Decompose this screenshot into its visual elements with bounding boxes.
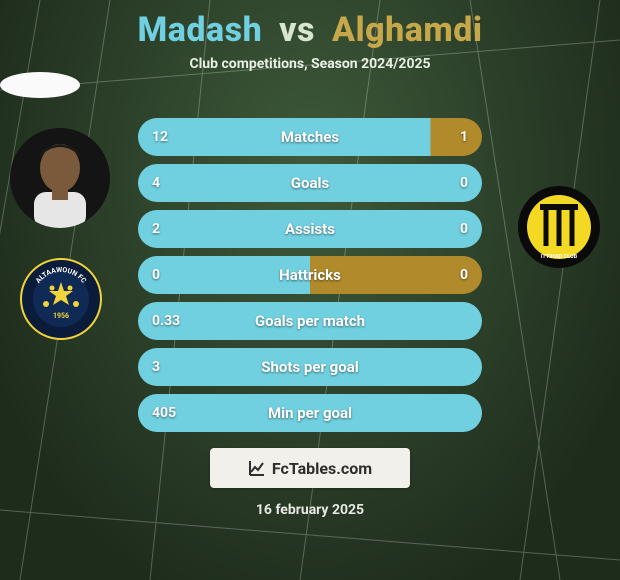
stat-left-value: 12	[152, 129, 168, 145]
stat-left-value: 0	[152, 267, 160, 283]
stats-list: 12 Matches 1 4 Goals 0 2 Assists 0 0 Hattricks 0 0.3…	[138, 118, 482, 440]
stat-right-value: 0	[460, 221, 468, 237]
stat-row: 3 Shots per goal	[138, 348, 482, 386]
stat-row: 2 Assists 0	[138, 210, 482, 248]
stat-label: Hattricks	[279, 266, 341, 284]
stat-row: 12 Matches 1	[138, 118, 482, 156]
page-title: Madash vs Alghamdi	[0, 0, 620, 50]
player1-avatar	[10, 128, 110, 228]
stat-left-value: 405	[152, 405, 176, 421]
stat-row: 0 Hattricks 0	[138, 256, 482, 294]
date: 16 february 2025	[256, 502, 364, 518]
player2-club-badge: ITTIHAD CLUB	[518, 186, 600, 268]
stat-left-value: 4	[152, 175, 160, 191]
player1-club-badge: ALTAAWOUN FC 1956	[20, 258, 102, 340]
stat-label: Goals	[291, 174, 329, 192]
footer-logo: FcTables.com	[210, 448, 410, 488]
stat-right-value: 0	[460, 175, 468, 191]
player2-avatar-placeholder	[0, 72, 80, 98]
stat-left-value: 3	[152, 359, 160, 375]
stat-row: 405 Min per goal	[138, 394, 482, 432]
club2-name: ITTIHAD CLUB	[541, 254, 578, 260]
stat-label: Min per goal	[268, 404, 352, 422]
title-vs: vs	[279, 10, 315, 50]
stat-right-value: 1	[460, 129, 468, 145]
stat-right-value: 0	[460, 267, 468, 283]
stat-left-value: 2	[152, 221, 160, 237]
stat-label: Shots per goal	[261, 358, 358, 376]
stat-row: 0.33 Goals per match	[138, 302, 482, 340]
title-player1: Madash	[137, 10, 262, 50]
stat-row: 4 Goals 0	[138, 164, 482, 202]
chart-icon	[248, 459, 266, 477]
club1-year: 1956	[53, 312, 69, 320]
footer-text: FcTables.com	[272, 459, 372, 478]
title-player2: Alghamdi	[332, 10, 483, 50]
subtitle: Club competitions, Season 2024/2025	[0, 56, 620, 72]
stat-label: Assists	[285, 220, 335, 238]
stat-label: Goals per match	[255, 312, 365, 330]
stat-label: Matches	[281, 128, 339, 146]
stat-left-value: 0.33	[152, 313, 180, 329]
